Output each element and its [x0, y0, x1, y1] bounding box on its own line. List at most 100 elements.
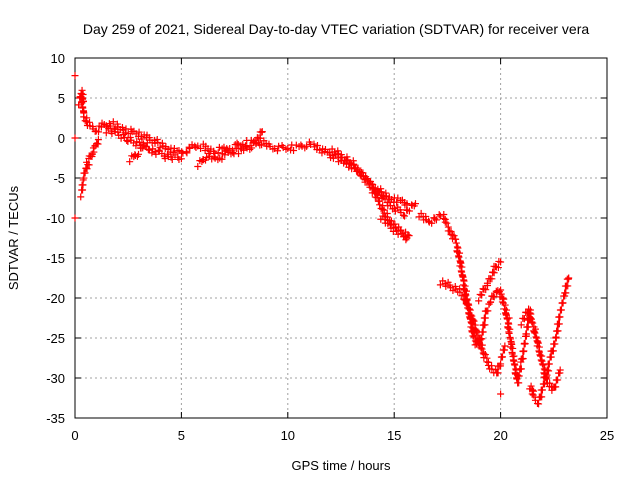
data-point [511, 361, 519, 369]
data-point [350, 160, 358, 168]
data-point [531, 329, 539, 337]
data-point [538, 357, 546, 365]
data-point [71, 134, 79, 142]
data-point [387, 217, 395, 225]
data-point [481, 351, 489, 359]
data-point [376, 201, 384, 209]
data-point [554, 327, 562, 335]
data-point [455, 253, 463, 261]
data-point [506, 325, 514, 333]
data-point [475, 297, 483, 305]
data-point [515, 379, 523, 387]
data-point [401, 212, 409, 220]
x-tick-label: 15 [387, 428, 401, 443]
data-point [431, 215, 439, 223]
data-point [520, 315, 528, 323]
data-point [229, 148, 237, 156]
data-point [392, 224, 400, 232]
data-point [538, 386, 546, 394]
data-point [462, 291, 470, 299]
data-point [462, 287, 470, 295]
y-tick-label: 10 [51, 51, 65, 66]
data-point [379, 205, 387, 213]
data-point [404, 231, 412, 239]
data-point [551, 383, 559, 391]
data-point [354, 164, 362, 172]
data-point [519, 354, 527, 362]
data-point [552, 334, 560, 342]
data-point [436, 281, 444, 289]
data-point [326, 149, 334, 157]
data-point [341, 157, 349, 165]
data-point [565, 274, 573, 282]
data-point [517, 321, 525, 329]
data-point [497, 390, 505, 398]
data-point [460, 277, 468, 285]
data-point [152, 150, 160, 158]
data-point [484, 307, 492, 315]
y-tick-label: -25 [46, 331, 65, 346]
y-tick-label: 0 [58, 131, 65, 146]
data-point [143, 139, 151, 147]
y-tick-label: -30 [46, 371, 65, 386]
data-point [512, 366, 520, 374]
y-tick-label: -20 [46, 291, 65, 306]
data-point [218, 155, 226, 163]
data-point [432, 216, 440, 224]
data-point [459, 273, 467, 281]
data-point [497, 258, 505, 266]
data-point [79, 90, 87, 98]
data-point [443, 219, 451, 227]
data-point [506, 335, 514, 343]
data-point [515, 372, 523, 380]
plot-frame [74, 57, 608, 419]
data-point [451, 235, 459, 243]
data-point [494, 264, 502, 272]
y-axis-label: SDTVAR / TECUs [6, 185, 21, 290]
y-tick-label: -35 [46, 411, 65, 426]
data-point [78, 86, 86, 94]
data-point [303, 142, 311, 150]
data-point [154, 138, 162, 146]
data-point [380, 206, 388, 214]
data-point [462, 297, 470, 305]
data-point [248, 144, 256, 152]
data-point [490, 269, 498, 277]
data-point [124, 130, 132, 138]
data-points [71, 72, 573, 408]
y-tick-label: -15 [46, 251, 65, 266]
data-point [71, 72, 79, 80]
data-point [79, 104, 87, 112]
data-point [505, 329, 513, 337]
data-point [535, 348, 543, 356]
data-point [80, 113, 88, 121]
data-point [501, 301, 509, 309]
data-point [539, 361, 547, 369]
data-point [258, 128, 266, 136]
data-point [478, 345, 486, 353]
data-point [484, 358, 492, 366]
data-point [428, 219, 436, 227]
data-point [452, 239, 460, 247]
data-point [135, 128, 143, 136]
data-point [379, 212, 387, 220]
data-point [297, 141, 305, 149]
data-point [478, 291, 486, 299]
data-point [556, 366, 564, 374]
data-point [343, 153, 351, 161]
data-point [393, 198, 401, 206]
data-point [197, 144, 205, 152]
data-point [484, 282, 492, 290]
y-tick-label: 5 [58, 91, 65, 106]
data-point [497, 290, 505, 298]
data-point [549, 347, 557, 355]
data-point [337, 151, 345, 159]
x-tick-label: 5 [178, 428, 185, 443]
tick-labels: 0 5 10 15 20 25 10 5 0 -5 -10 -15 -20 -25 -30 -35 [46, 51, 614, 443]
data-point [517, 365, 525, 373]
data-point [142, 142, 150, 150]
data-point [545, 367, 553, 375]
data-point [77, 193, 85, 201]
